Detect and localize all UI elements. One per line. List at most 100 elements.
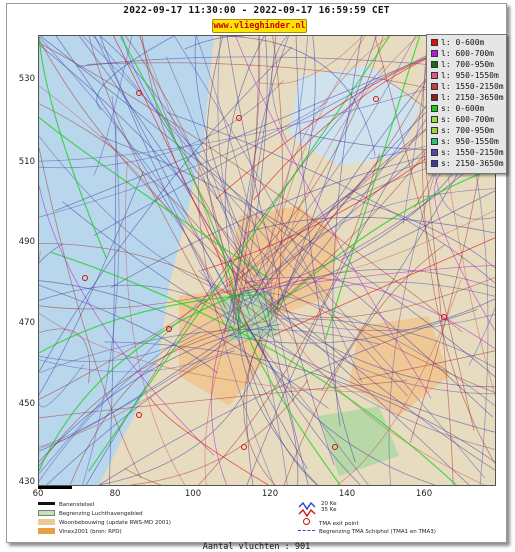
flight-track (226, 36, 335, 466)
flight-track (266, 36, 390, 268)
flight-track (238, 268, 495, 303)
legend-item: s: 0-600m (431, 104, 484, 113)
legend-swatch (431, 105, 438, 112)
x-tick-label: 60 (32, 489, 44, 499)
flight-track (39, 117, 272, 281)
key-label: Woonbebouwing (update RWS-MD 2001) (59, 520, 171, 526)
flight-track (247, 290, 495, 395)
tma-exit-marker (82, 275, 88, 281)
flight-track (259, 36, 364, 85)
legend-swatch (431, 116, 438, 123)
altitude-legend: l: 0-600m l: 600-700m l: 700-950m l: 950… (426, 34, 507, 174)
flight-track (108, 125, 117, 485)
flight-track (88, 36, 391, 472)
flight-track (264, 188, 495, 287)
flight-track (184, 36, 245, 50)
flight-track (332, 36, 362, 427)
tma-exit-marker (332, 444, 338, 450)
y-tick-label: 450 (18, 399, 35, 409)
flight-track (272, 36, 283, 319)
legend-swatch (431, 138, 438, 145)
legend-label: l: 0-600m (441, 38, 485, 47)
flight-track (125, 161, 186, 485)
flight-track (39, 147, 142, 479)
vinex-swatch (38, 528, 55, 534)
legend-item: s: 600-700m (431, 115, 494, 124)
flight-track (130, 379, 309, 485)
legend-label: s: 600-700m (441, 115, 494, 124)
flight-track (39, 39, 257, 292)
flight-track (104, 341, 495, 463)
legend-swatch (431, 50, 438, 57)
y-tick-label: 510 (18, 157, 35, 167)
flight-track (39, 135, 236, 297)
legend-item: l: 600-700m (431, 49, 494, 58)
site-badge[interactable]: www.vlieghinder.nl (212, 19, 307, 33)
flight-track (39, 284, 218, 374)
chart-frame: 2022-09-17 11:30:00 - 2022-09-17 16:59:5… (6, 3, 507, 552)
legend-swatch (431, 127, 438, 134)
legend-item: l: 700-950m (431, 60, 494, 69)
legend-item: s: 1550-2150m (431, 148, 504, 157)
x-axis: 60 80 100 120 140 160 (33, 486, 494, 500)
flight-track (39, 320, 269, 467)
flight-track (55, 36, 226, 309)
flight-track (269, 36, 419, 312)
flight-track (39, 80, 284, 169)
flight-track (85, 65, 385, 485)
flight-track (39, 319, 277, 373)
flight-track (69, 326, 235, 485)
flight-track (46, 350, 235, 485)
legend-label: s: 950-1550m (441, 137, 499, 146)
flight-track (217, 36, 260, 277)
legend-swatch (431, 149, 438, 156)
flight-track (39, 82, 479, 400)
flight-track (93, 36, 133, 176)
key-label: TMA exit point (319, 521, 359, 527)
tma-exit-points (82, 90, 447, 450)
flight-track (227, 146, 495, 298)
flight-track (235, 209, 495, 284)
flight-track (39, 293, 268, 354)
legend-item: l: 950-1550m (431, 71, 499, 80)
tma-exit-marker (166, 326, 172, 332)
key-vinex: Vinex2001 (bron: RPD) (38, 528, 122, 537)
flight-track (237, 36, 268, 323)
flight-track (39, 312, 367, 393)
legend-swatch (431, 61, 438, 68)
legend-item: l: 1550-2150m (431, 82, 504, 91)
legend-swatch (431, 83, 438, 90)
legend-label: s: 0-600m (441, 104, 485, 113)
tma-exit-marker (136, 412, 142, 418)
legend-label: l: 600-700m (441, 49, 494, 58)
x-tick-label: 120 (261, 489, 279, 499)
flight-track (243, 332, 276, 485)
flight-count: Aantal vluchten : 901 (202, 542, 311, 552)
map-key: Banenstelsel Begrenzing Luchthavengebied… (38, 501, 494, 539)
flight-track (254, 36, 309, 281)
tma-exit-marker (441, 314, 447, 320)
legend-swatch (431, 160, 438, 167)
flight-track (434, 174, 495, 331)
flight-track (278, 287, 495, 393)
flight-track (273, 237, 495, 336)
flight-track (39, 243, 276, 331)
flight-track (39, 36, 108, 259)
tma-exit-marker (236, 115, 242, 121)
housing-swatch (38, 519, 55, 525)
y-tick-label: 530 (18, 74, 35, 84)
flight-track (423, 149, 454, 485)
flight-track (244, 318, 341, 485)
green-area (319, 406, 399, 476)
flight-track (100, 136, 495, 378)
flight-track (39, 284, 242, 324)
urban-area (349, 316, 449, 416)
flight-track (39, 85, 229, 313)
flight-track (324, 36, 421, 340)
flight-track (39, 243, 64, 312)
legend-label: s: 700-950m (441, 126, 494, 135)
tma-exit-marker (373, 96, 379, 102)
flight-track (198, 153, 380, 485)
flight-track (261, 290, 495, 407)
flight-track (51, 251, 457, 485)
